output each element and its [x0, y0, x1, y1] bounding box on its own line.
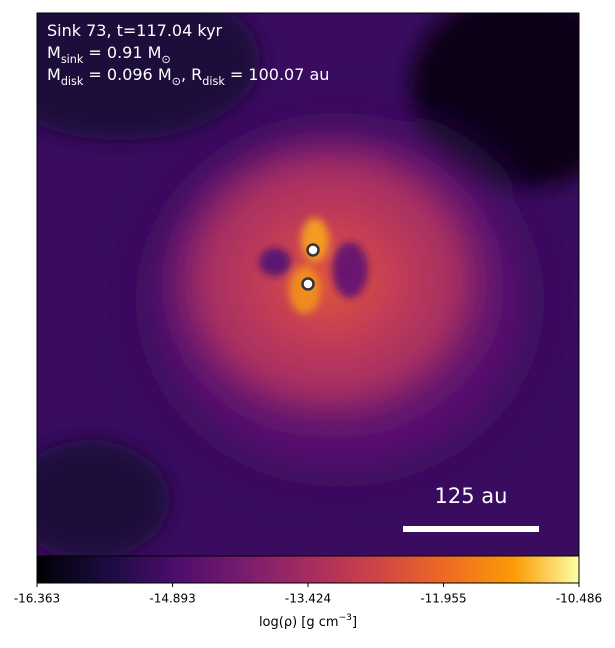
scale-bar-label: 125 au	[435, 484, 508, 508]
text-part: ]	[352, 615, 357, 630]
text-part: M	[47, 65, 61, 84]
scale-bar	[403, 526, 539, 532]
annotation: Mdisk = 0.096 M⊙, Rdisk = 100.07 au	[47, 65, 329, 88]
annotation: Msink = 0.91 M⊙	[47, 43, 171, 66]
text-part: M	[47, 43, 61, 62]
text-part: log(ρ) [g cm	[259, 615, 339, 630]
script: sink	[61, 53, 84, 66]
x-tick-label: -11.955	[420, 592, 466, 606]
x-tick-label: -13.424	[285, 592, 331, 606]
text-part: , R	[181, 65, 202, 84]
colorbar	[36, 555, 580, 584]
script: −3	[339, 613, 353, 623]
x-tick-label: -14.893	[149, 592, 195, 606]
annotation: log(ρ) [g cm−3]	[259, 613, 357, 630]
annotation: Sink 73, t=117.04 kyr	[47, 21, 223, 40]
script: ⊙	[172, 75, 181, 88]
x-tick-label: -10.486	[556, 592, 602, 606]
text-part: = 0.096 M	[83, 65, 171, 84]
script: disk	[61, 75, 84, 88]
density-map: 125 au	[37, 13, 579, 556]
script: disk	[202, 75, 225, 88]
x-tick-label: -16.363	[14, 592, 60, 606]
sink-marker	[306, 243, 320, 257]
sink-marker	[301, 277, 315, 291]
text-part: = 0.91 M	[83, 43, 161, 62]
text-part: = 100.07 au	[225, 65, 330, 84]
text-part: Sink 73, t=117.04 kyr	[47, 21, 223, 40]
script: ⊙	[161, 53, 170, 66]
